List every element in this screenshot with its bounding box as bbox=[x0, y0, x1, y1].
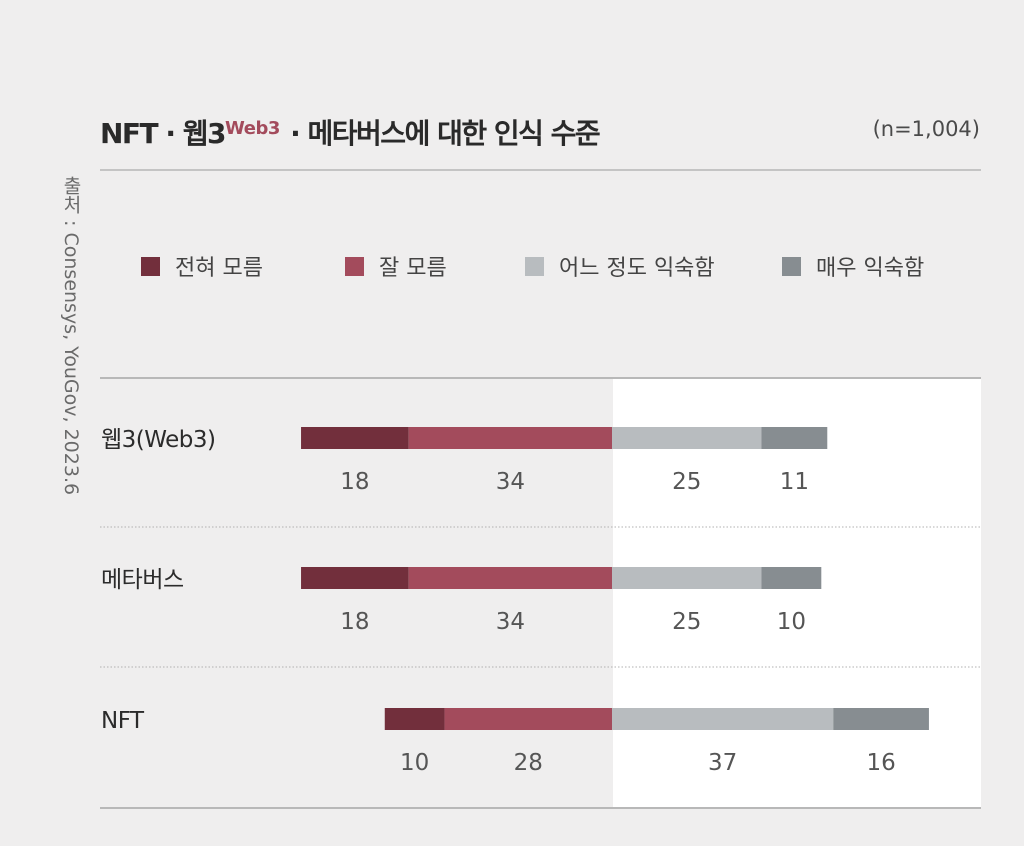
legend-item: 잘 모름 bbox=[345, 256, 447, 281]
bar-segment bbox=[761, 427, 828, 449]
title-superscript: Web3 bbox=[225, 118, 280, 139]
legend-item: 매우 익숙함 bbox=[782, 256, 924, 281]
bar-segment bbox=[408, 567, 612, 589]
legend-label: 어느 정도 익숙함 bbox=[559, 256, 715, 281]
legend-label: 잘 모름 bbox=[379, 256, 447, 281]
value-label: 18 bbox=[340, 469, 369, 495]
value-label: 28 bbox=[514, 750, 543, 776]
value-label: 34 bbox=[496, 609, 525, 635]
legend-item: 전혀 모름 bbox=[141, 256, 263, 281]
bar-segment bbox=[408, 427, 612, 449]
chart-row: NFT 10 28 37 16 bbox=[101, 708, 929, 776]
bar-segment bbox=[384, 708, 445, 730]
value-label: 34 bbox=[496, 469, 525, 495]
bar-segment bbox=[612, 708, 834, 730]
bar-segment bbox=[761, 567, 822, 589]
chart-row: 웹3(Web3) 18 34 25 11 bbox=[100, 427, 981, 528]
bar-segment bbox=[301, 427, 409, 449]
bar-segment bbox=[612, 567, 762, 589]
value-label: 37 bbox=[708, 750, 737, 776]
bar-segment bbox=[612, 427, 762, 449]
bar-segment bbox=[444, 708, 612, 730]
value-label: 10 bbox=[777, 609, 806, 635]
category-label: 웹3(Web3) bbox=[101, 427, 216, 453]
sample-size: (n=1,004) bbox=[872, 117, 980, 141]
value-label: 11 bbox=[780, 469, 809, 495]
source-note: 출처 : Consensys, YouGov, 2023.6 bbox=[60, 176, 82, 496]
legend-swatch bbox=[525, 257, 544, 276]
category-label: 메타버스 bbox=[101, 567, 184, 593]
positive-side-panel bbox=[613, 378, 981, 808]
legend-swatch bbox=[345, 257, 364, 276]
chart-row: 메타버스 18 34 25 10 bbox=[100, 567, 981, 668]
legend-label: 전혀 모름 bbox=[175, 256, 263, 281]
bar-segment bbox=[833, 708, 929, 730]
legend-label: 매우 익숙함 bbox=[816, 256, 924, 281]
category-label: NFT bbox=[101, 708, 145, 734]
value-label: 25 bbox=[672, 469, 701, 495]
legend-swatch bbox=[141, 257, 160, 276]
chart-title: NFT · 웹3Web3 · 메타버스에 대한 인식 수준 bbox=[100, 112, 601, 152]
value-label: 25 bbox=[672, 609, 701, 635]
chart-rows: 웹3(Web3) 18 34 25 11 메타버스 18 34 25 10 NFT 10 28 37 16 bbox=[100, 427, 981, 776]
legend-item: 어느 정도 익숙함 bbox=[525, 256, 715, 281]
title-prefix: NFT · 웹3 bbox=[100, 117, 227, 150]
value-label: 10 bbox=[400, 750, 429, 776]
title-suffix: · 메타버스에 대한 인식 수준 bbox=[281, 117, 601, 150]
value-label: 16 bbox=[866, 750, 895, 776]
legend-swatch bbox=[782, 257, 801, 276]
value-label: 18 bbox=[340, 609, 369, 635]
bar-segment bbox=[301, 567, 409, 589]
legend: 전혀 모름 잘 모름 어느 정도 익숙함 매우 익숙함 bbox=[141, 256, 924, 281]
